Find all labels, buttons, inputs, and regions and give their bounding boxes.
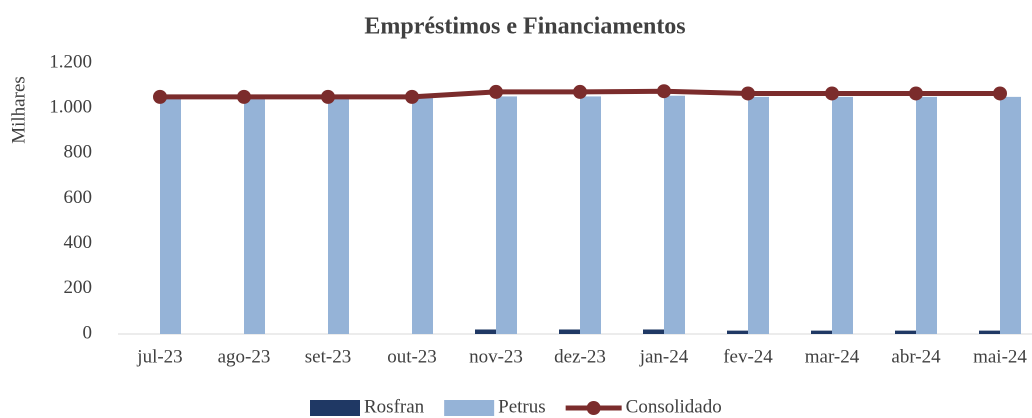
legend-label: Rosfran (364, 396, 425, 417)
bar (160, 96, 181, 334)
chart-title: Empréstimos e Financiamentos (364, 14, 685, 40)
line-marker (741, 86, 755, 101)
legend-swatch (586, 401, 601, 415)
x-tick-label: dez-23 (554, 346, 606, 367)
bar (832, 96, 853, 334)
bar (496, 96, 517, 334)
bar (475, 329, 496, 334)
bar (748, 96, 769, 334)
bar (895, 330, 916, 334)
y-tick-label: 400 (64, 232, 93, 253)
x-tick-label: abr-24 (891, 346, 941, 367)
legend-label: Petrus (498, 396, 546, 417)
line-marker (489, 84, 503, 99)
line-marker (657, 84, 671, 99)
x-tick-label: jul-23 (136, 346, 182, 367)
line-marker (153, 89, 167, 104)
bar (580, 96, 601, 334)
line-marker (993, 86, 1007, 101)
line-marker (405, 89, 419, 104)
x-tick-label: fev-24 (723, 346, 773, 367)
legend-swatch (444, 400, 495, 416)
bar (559, 329, 580, 334)
x-tick-label: jan-24 (639, 346, 689, 367)
y-tick-label: 200 (64, 277, 93, 298)
legend-swatch (310, 400, 360, 416)
bar (643, 329, 664, 334)
line-marker (909, 86, 923, 101)
y-tick-label: 1.000 (49, 97, 92, 118)
bar (811, 330, 832, 334)
x-tick-label: mai-24 (973, 346, 1027, 367)
x-tick-label: ago-23 (218, 346, 271, 367)
y-tick-label: 800 (64, 142, 93, 163)
y-tick-label: 0 (83, 322, 93, 343)
line-marker (237, 89, 251, 104)
x-tick-label: out-23 (387, 346, 437, 367)
legend-label: Consolidado (626, 396, 722, 417)
x-tick-label: nov-23 (469, 346, 523, 367)
bar (1000, 96, 1021, 334)
bar (979, 330, 1000, 334)
x-tick-label: set-23 (305, 346, 351, 367)
y-tick-label: 1.200 (49, 51, 92, 72)
y-tick-label: 600 (64, 187, 93, 208)
bar (328, 96, 349, 334)
bar (916, 96, 937, 334)
line-marker (825, 86, 839, 101)
x-tick-label: mar-24 (805, 346, 860, 367)
line-marker (573, 84, 587, 99)
bar (664, 95, 685, 334)
y-axis-label: Milhares (8, 76, 29, 144)
line-marker (321, 89, 335, 104)
bar (412, 96, 433, 334)
bar (244, 96, 265, 334)
bar (727, 330, 748, 334)
